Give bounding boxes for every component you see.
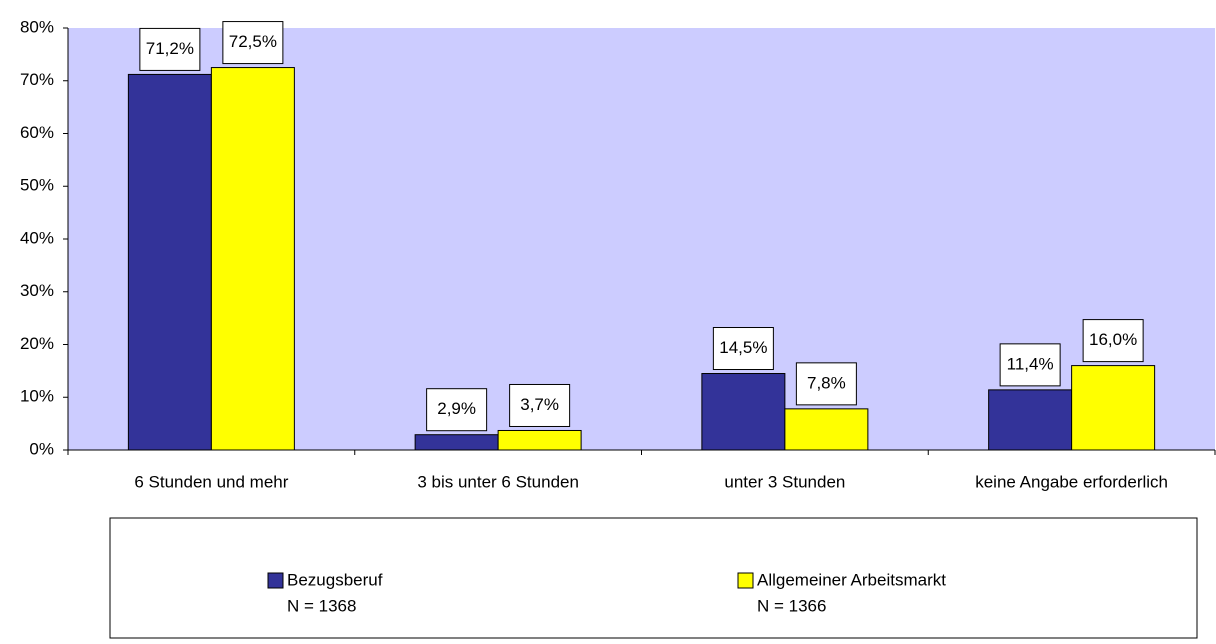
bar [784,408,869,451]
bar [701,373,786,451]
x-tick-label: 6 Stunden und mehr [134,472,288,491]
y-tick-label: 50% [20,176,54,195]
value-label-box [509,383,571,427]
legend-label: Bezugsberuf [287,570,383,589]
x-tick-label: 3 bis unter 6 Stunden [417,472,579,491]
value-label: 14,5% [719,338,767,357]
y-tick-label: 30% [20,281,54,300]
value-label-box [999,343,1061,387]
value-label-box [139,27,201,71]
value-label-box [712,327,774,371]
legend-note: N = 1366 [757,596,826,615]
bar [1071,365,1156,451]
bar [988,389,1073,451]
bar [497,429,582,451]
value-label: 72,5% [229,32,277,51]
value-label: 7,8% [807,373,846,392]
legend-box [109,517,1198,639]
value-label: 71,2% [146,39,194,58]
y-tick-label: 80% [20,17,54,36]
value-label: 16,0% [1089,330,1137,349]
legend-note: N = 1368 [287,596,356,615]
value-label: 2,9% [437,399,476,418]
bar [127,73,212,451]
y-tick-label: 60% [20,123,54,142]
value-label-box [222,21,284,65]
value-label: 3,7% [520,395,559,414]
legend-label: Allgemeiner Arbeitsmarkt [757,570,946,589]
bar [210,67,295,451]
x-tick-label: keine Angabe erforderlich [975,472,1168,491]
value-label-box [795,362,857,406]
x-tick-label: unter 3 Stunden [724,472,845,491]
bar [414,434,499,451]
y-tick-label: 40% [20,228,54,247]
y-tick-label: 20% [20,334,54,353]
value-label-box [1082,319,1144,363]
y-tick-label: 10% [20,387,54,406]
legend-swatch [737,572,754,589]
value-label-box [426,388,488,432]
y-tick-label: 0% [29,439,54,458]
y-tick-label: 70% [20,70,54,89]
value-label: 11,4% [1007,354,1054,373]
legend-swatch [267,572,284,589]
